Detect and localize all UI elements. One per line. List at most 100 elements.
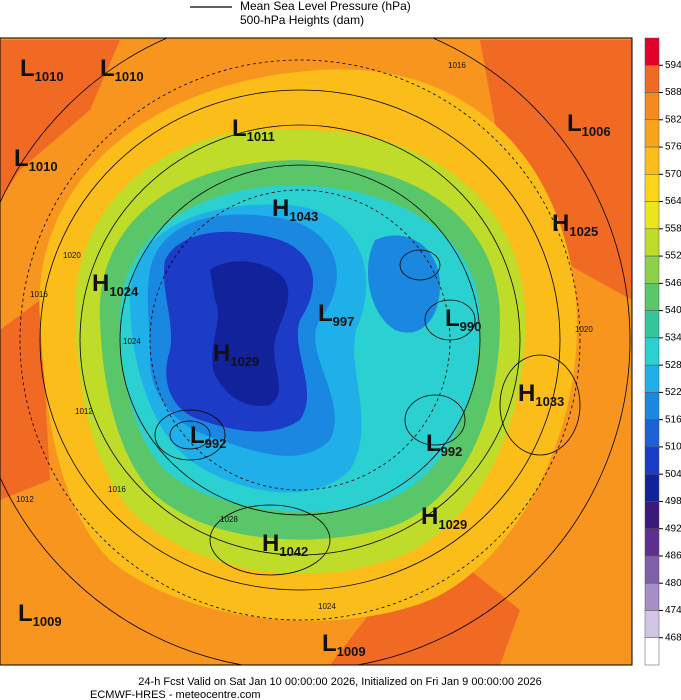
colorbar-swatch — [644, 392, 660, 420]
center-value: 1033 — [535, 394, 564, 409]
center-value: 1006 — [582, 124, 611, 139]
contour-label: 1016 — [108, 485, 126, 494]
center-value: 1025 — [569, 224, 598, 239]
colorbar-label: 540 — [665, 305, 681, 316]
center-type: H — [552, 210, 569, 237]
colorbar-label: 528 — [665, 360, 681, 371]
pressure-center: L1009 — [322, 630, 366, 659]
pressure-center: H1029 — [421, 503, 467, 532]
pressure-center: L997 — [318, 300, 354, 329]
colorbar-swatch — [644, 310, 660, 339]
center-value: 1043 — [289, 209, 318, 224]
pressure-center: L1010 — [100, 55, 144, 84]
colorbar-swatch — [644, 65, 660, 93]
center-type: H — [213, 340, 230, 367]
center-type: L — [190, 422, 205, 449]
center-type: L — [232, 115, 247, 142]
colorbar-swatch — [644, 174, 660, 202]
pressure-center: H1029 — [213, 340, 259, 369]
colorbar-swatch — [644, 228, 660, 257]
colorbar-label: 588 — [665, 87, 681, 98]
pressure-center: L1006 — [567, 110, 611, 139]
contour-label: 1020 — [575, 325, 593, 334]
colorbar-label: 492 — [665, 523, 681, 534]
center-value: 997 — [333, 314, 355, 329]
center-value: 1029 — [438, 517, 467, 532]
colorbar-swatch — [644, 337, 660, 366]
colorbar-swatch — [644, 119, 660, 148]
center-type: H — [518, 380, 535, 407]
pressure-center: L992 — [190, 422, 226, 451]
legend-line-label: Mean Sea Level Pressure (hPa) — [240, 0, 411, 13]
colorbar-label: 570 — [665, 169, 681, 180]
contour-label: 1024 — [123, 337, 141, 346]
center-value: 990 — [460, 319, 482, 334]
center-value: 1010 — [29, 159, 58, 174]
center-type: L — [20, 55, 35, 82]
contour-label: 1024 — [318, 602, 336, 611]
map-frame — [0, 37, 633, 666]
colorbar-label: 564 — [665, 196, 681, 207]
colorbar-swatch — [644, 446, 660, 475]
pressure-center: L1010 — [14, 145, 58, 174]
colorbar-label: 534 — [665, 333, 681, 344]
center-type: H — [272, 195, 289, 222]
legend-fill-label: 500-hPa Heights (dam) — [240, 13, 364, 27]
colorbar-swatch — [644, 201, 660, 230]
center-type: H — [92, 270, 109, 297]
center-type: H — [421, 503, 438, 530]
colorbar-swatch — [644, 528, 660, 557]
footer-line1: 24-h Fcst Valid on Sat Jan 10 00:00:00 2… — [138, 676, 541, 688]
colorbar-swatch — [644, 92, 660, 121]
colorbar-label: 474 — [665, 605, 681, 616]
colorbar-label: 552 — [665, 251, 681, 262]
colorbar-label: 504 — [665, 469, 681, 480]
footer-line2: ECMWF-HRES - meteocentre.com — [90, 689, 261, 700]
colorbar-label: 510 — [665, 442, 681, 453]
contour-label: 1012 — [16, 495, 34, 504]
colorbar-swatch — [644, 419, 660, 448]
pressure-center: H1025 — [552, 210, 598, 239]
center-value: 992 — [205, 436, 227, 451]
center-type: L — [318, 300, 333, 327]
colorbar-label: 468 — [665, 632, 681, 643]
colorbar-label: 516 — [665, 414, 681, 425]
center-value: 992 — [441, 444, 463, 459]
center-type: L — [14, 145, 29, 172]
colorbar-swatch — [644, 364, 660, 393]
colorbar-label: 486 — [665, 551, 681, 562]
colorbar-label: 546 — [665, 278, 681, 289]
pressure-center: H1043 — [272, 195, 318, 224]
center-type: H — [262, 530, 279, 557]
center-value: 1029 — [230, 354, 259, 369]
center-type: L — [567, 110, 582, 137]
colorbar-label: 582 — [665, 114, 681, 125]
pressure-center: H1033 — [518, 380, 564, 409]
contour-label: 1020 — [63, 251, 81, 260]
colorbar-swatch — [644, 283, 660, 311]
colorbar-swatch — [644, 582, 660, 611]
colorbar-swatch — [644, 610, 660, 638]
pressure-center: L990 — [445, 305, 481, 334]
colorbar-swatch — [644, 555, 660, 584]
center-value: 1009 — [337, 644, 366, 659]
colorbar-swatch — [644, 255, 660, 284]
contour-label: 1016 — [448, 61, 466, 70]
height-band — [367, 235, 440, 333]
center-type: L — [100, 55, 115, 82]
center-type: L — [445, 305, 460, 332]
center-value: 1009 — [33, 614, 62, 629]
center-value: 1010 — [35, 69, 64, 84]
colorbar-swatch — [644, 473, 660, 502]
center-value: 1010 — [115, 69, 144, 84]
pressure-center: L992 — [426, 430, 462, 459]
center-value: 1011 — [247, 129, 275, 144]
pressure-center: L1009 — [18, 600, 62, 629]
colorbar-swatch — [644, 501, 660, 529]
center-value: 1024 — [109, 284, 139, 299]
center-type: L — [18, 600, 33, 627]
colorbar-label: 480 — [665, 578, 681, 589]
colorbar-label: 576 — [665, 142, 681, 153]
center-type: L — [426, 430, 441, 457]
